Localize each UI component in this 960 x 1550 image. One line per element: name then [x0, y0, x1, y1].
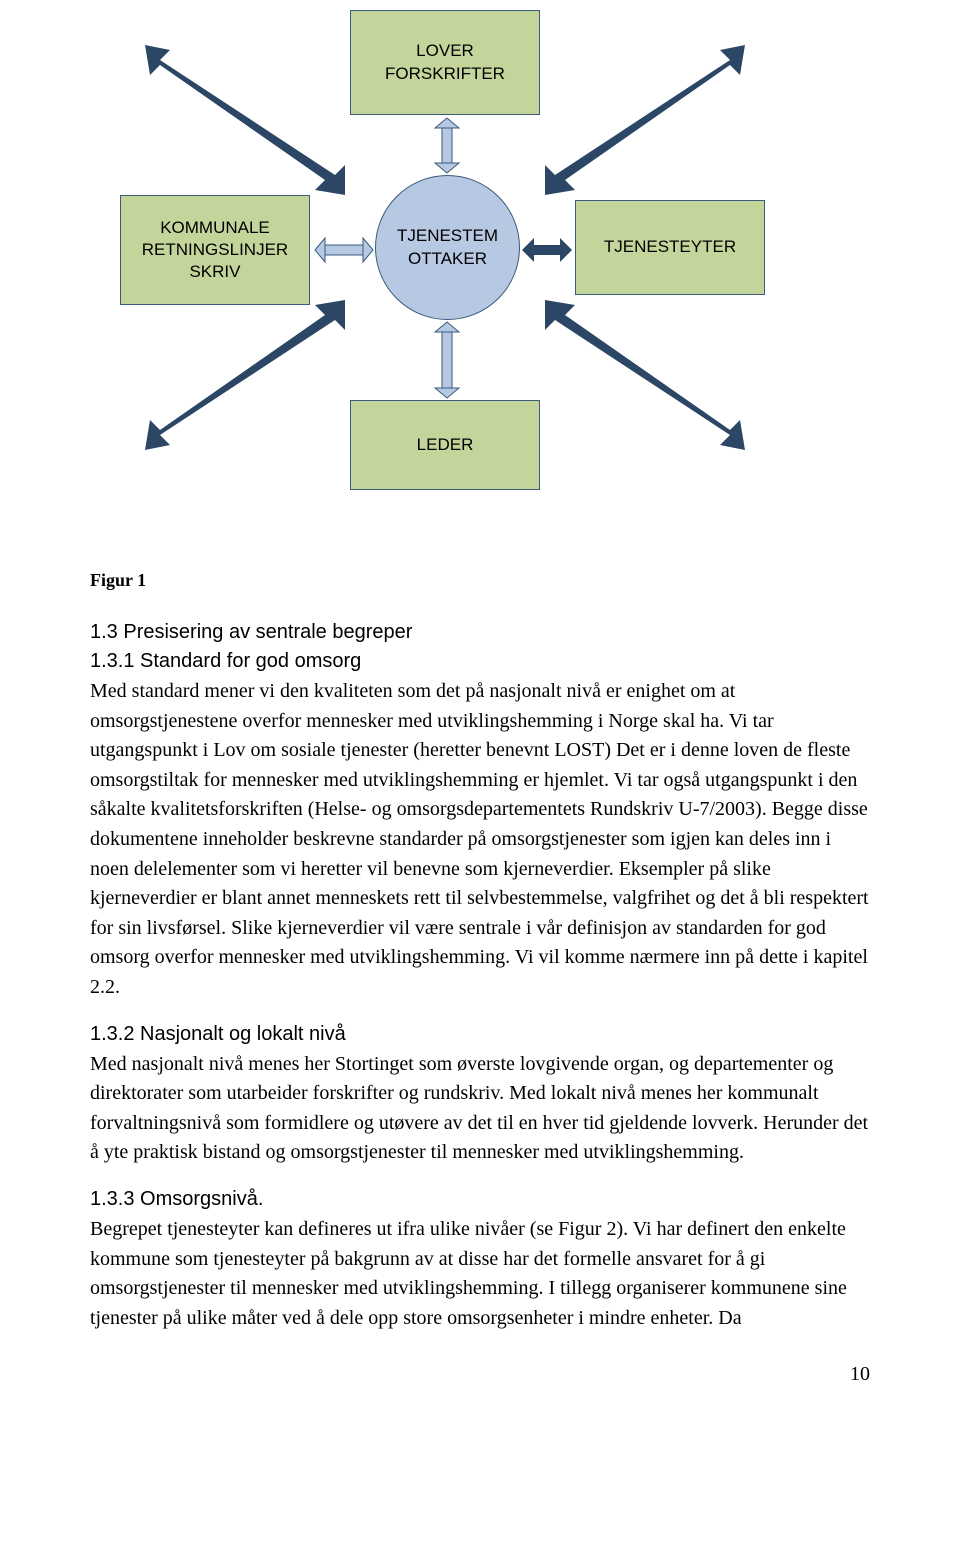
node-bottom: LEDER	[350, 400, 540, 490]
diagonal-arrow-top-left	[140, 45, 340, 195]
heading-1-3: 1.3 Presisering av sentrale begreper	[90, 621, 870, 644]
diagonal-arrow-bottom-left	[140, 300, 340, 450]
node-right: TJENESTEYTER	[575, 200, 765, 295]
body-1-3-1: Med standard mener vi den kvaliteten som…	[90, 677, 870, 1003]
node-left: KOMMUNALE RETNINGSLINJER SKRIV	[120, 195, 310, 305]
figure-caption: Figur 1	[90, 570, 870, 591]
arrow-left-center	[315, 235, 373, 265]
diagonal-arrow-top-right	[550, 45, 750, 195]
heading-1-3-3: 1.3.3 Omsorgsnivå.	[90, 1188, 870, 1211]
body-1-3-3: Begrepet tjenesteyter kan defineres ut i…	[90, 1215, 870, 1333]
arrow-right-center	[522, 235, 572, 265]
heading-1-3-1: 1.3.1 Standard for god omsorg	[90, 650, 870, 673]
page-number: 10	[90, 1363, 870, 1386]
arrow-bottom-center	[432, 322, 462, 398]
diagonal-arrow-bottom-right	[550, 300, 750, 450]
node-top: LOVER FORSKRIFTER	[350, 10, 540, 115]
arrow-top-center	[432, 118, 462, 173]
heading-1-3-2: 1.3.2 Nasjonalt og lokalt nivå	[90, 1023, 870, 1046]
flowchart-diagram: LOVER FORSKRIFTER KOMMUNALE RETNINGSLINJ…	[90, 0, 870, 560]
page-container: LOVER FORSKRIFTER KOMMUNALE RETNINGSLINJ…	[0, 0, 960, 1426]
body-1-3-2: Med nasjonalt nivå menes her Stortinget …	[90, 1050, 870, 1168]
node-center: TJENESTEM OTTAKER	[375, 175, 520, 320]
